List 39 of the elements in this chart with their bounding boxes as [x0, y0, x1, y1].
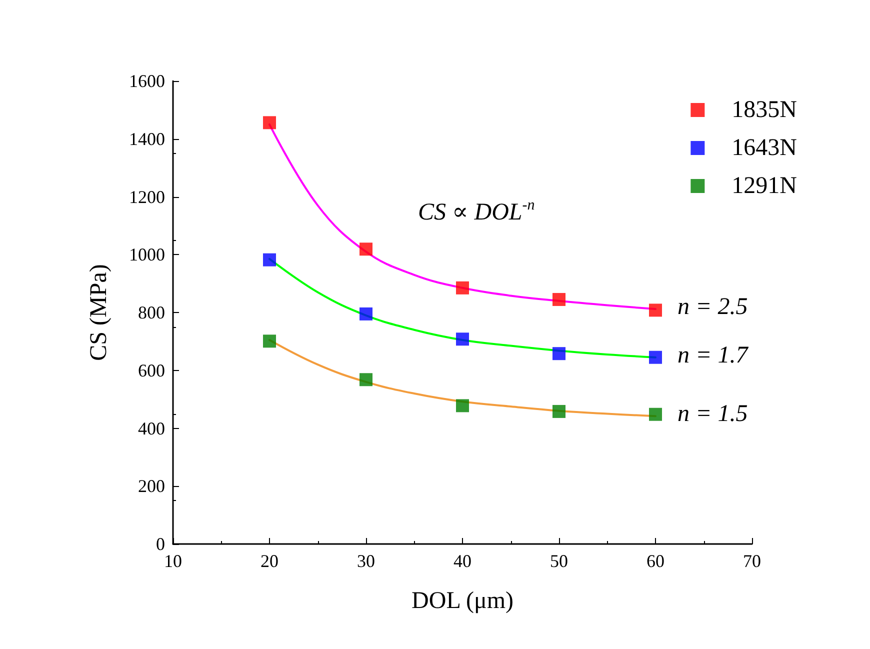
- point: [456, 281, 469, 294]
- x-tick-label: 60: [646, 551, 664, 571]
- x-tick-label: 20: [260, 551, 278, 571]
- y-tick-label: 600: [138, 360, 165, 380]
- annotation: n = 1.5: [678, 401, 748, 428]
- point: [456, 332, 469, 346]
- point: [263, 253, 276, 266]
- annotation: n = 2.5: [678, 294, 748, 320]
- legend-label: 1835N: [732, 97, 798, 123]
- x-tick-label: 10: [164, 551, 182, 571]
- y-tick-label: 1400: [129, 128, 165, 149]
- x-tick-label: 70: [743, 551, 761, 571]
- legend-label: 1291N: [732, 173, 798, 199]
- y-tick-label: 1200: [129, 186, 165, 207]
- point: [456, 399, 469, 412]
- point: [263, 334, 276, 348]
- y-tick-label: 800: [138, 302, 165, 322]
- legend-label: 1643N: [732, 135, 798, 161]
- y-tick-label: 400: [138, 418, 165, 438]
- x-tick-label: 30: [357, 551, 375, 571]
- x-tick-label: 40: [454, 551, 472, 571]
- point: [649, 304, 662, 317]
- point: [552, 404, 566, 418]
- point: [552, 347, 566, 360]
- point: [649, 408, 662, 421]
- y-tick-label: 200: [138, 476, 165, 496]
- annotation: n = 1.7: [678, 342, 749, 368]
- y-axis-title: CS (MPa): [86, 264, 112, 361]
- y-tick-label: 0: [156, 534, 165, 554]
- x-tick-label: 50: [550, 551, 568, 571]
- point: [360, 373, 372, 386]
- point: [360, 307, 372, 320]
- point: [649, 350, 662, 364]
- point: [360, 242, 372, 256]
- x-axis-title: DOL (μm): [412, 588, 514, 614]
- point: [552, 292, 566, 306]
- y-tick-label: 1000: [129, 244, 165, 265]
- y-tick-label: 1600: [129, 71, 165, 91]
- point: [263, 116, 276, 130]
